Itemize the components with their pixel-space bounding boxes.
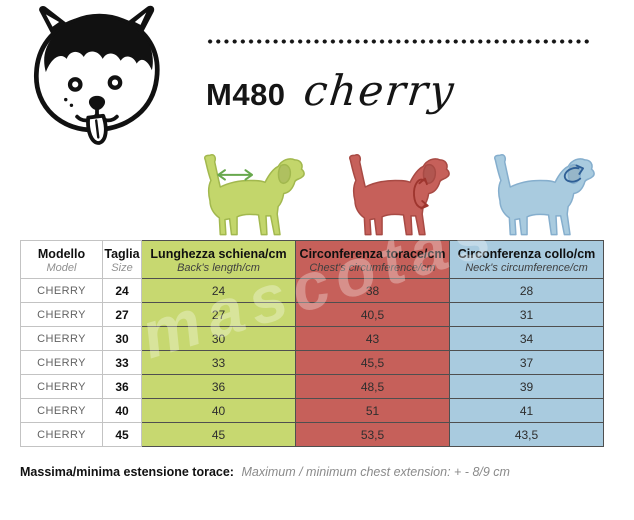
table-row: CHERRY 24 24 38 28	[20, 278, 604, 303]
cell-neck-circumference: 39	[449, 374, 604, 399]
forehead-mask	[44, 17, 153, 73]
chest-circumference-arrow-icon	[413, 177, 429, 210]
cell-model: CHERRY	[20, 278, 103, 303]
cell-model: CHERRY	[20, 374, 103, 399]
table-row: CHERRY 27 27 40,5 31	[20, 302, 604, 327]
size-table-body: CHERRY 24 24 38 28 CHERRY 27 27 40,5 31 …	[20, 278, 604, 447]
cell-chest-circumference: 43	[295, 326, 450, 351]
cell-model: CHERRY	[20, 350, 103, 375]
cell-chest-circumference: 38	[295, 278, 450, 303]
measurement-legend	[0, 148, 634, 240]
tongue-icon	[86, 113, 108, 145]
cell-size: 33	[102, 350, 142, 375]
cell-size: 40	[102, 398, 142, 423]
cell-chest-circumference: 51	[295, 398, 450, 423]
table-row: CHERRY 30 30 43 34	[20, 326, 604, 351]
neck-circumference-dog-icon	[493, 154, 595, 236]
cell-back-length: 45	[141, 422, 296, 447]
cell-size: 30	[102, 326, 142, 351]
page-title: M480 cherry	[206, 66, 458, 115]
cell-size: 27	[102, 302, 142, 327]
cell-chest-circumference: 53,5	[295, 422, 450, 447]
table-row: CHERRY 40 40 51 41	[20, 398, 604, 423]
cell-back-length: 36	[141, 374, 296, 399]
header-chest-circumference: Circonferenza torace/cm Chest's circumfe…	[295, 240, 450, 279]
neck-circumference-arrow-icon	[563, 164, 584, 183]
table-row: CHERRY 45 45 53,5 43,5	[20, 422, 604, 447]
chest-circumference-dog-icon	[348, 154, 450, 236]
cell-neck-circumference: 28	[449, 278, 604, 303]
cell-model: CHERRY	[20, 302, 103, 327]
cell-back-length: 27	[141, 302, 296, 327]
chest-extension-note: Massima/minima estensione torace: Maximu…	[20, 465, 510, 479]
model-name: cherry	[301, 66, 458, 115]
size-table-wrap: Modello Model Taglia Size Lunghezza schi…	[20, 194, 604, 447]
dotted-divider	[206, 39, 592, 44]
header-model: Modello Model	[20, 240, 103, 279]
cell-size: 24	[102, 278, 142, 303]
cell-back-length: 24	[141, 278, 296, 303]
cell-model: CHERRY	[20, 398, 103, 423]
table-row: CHERRY 33 33 45,5 37	[20, 350, 604, 375]
cell-neck-circumference: 43,5	[449, 422, 604, 447]
header-size: Taglia Size	[102, 240, 142, 279]
cell-model: CHERRY	[20, 422, 103, 447]
header-neck-circumference: Circonferenza collo/cm Neck's circumfere…	[449, 240, 604, 279]
model-code: M480	[206, 77, 286, 112]
cell-back-length: 30	[141, 326, 296, 351]
cell-neck-circumference: 41	[449, 398, 604, 423]
cell-back-length: 40	[141, 398, 296, 423]
cell-chest-circumference: 45,5	[295, 350, 450, 375]
note-english: Maximum / minimum chest extension: + - 8…	[241, 464, 510, 479]
cell-size: 36	[102, 374, 142, 399]
cell-neck-circumference: 31	[449, 302, 604, 327]
note-italian: Massima/minima estensione torace:	[20, 464, 234, 479]
cell-neck-circumference: 37	[449, 350, 604, 375]
cell-model: CHERRY	[20, 326, 103, 351]
cell-neck-circumference: 34	[449, 326, 604, 351]
header-back-length: Lunghezza schiena/cm Back's length/cm	[141, 240, 296, 279]
cell-chest-circumference: 40,5	[295, 302, 450, 327]
nose-icon	[88, 95, 106, 111]
table-row: CHERRY 36 36 48,5 39	[20, 374, 604, 399]
dog-face-illustration	[34, 5, 160, 145]
cell-back-length: 33	[141, 350, 296, 375]
cell-size: 45	[102, 422, 142, 447]
table-header-row: Modello Model Taglia Size Lunghezza schi…	[20, 240, 604, 279]
left-eye-icon	[67, 77, 83, 92]
cell-chest-circumference: 48,5	[295, 374, 450, 399]
size-table: Modello Model Taglia Size Lunghezza schi…	[20, 240, 604, 447]
right-eye-icon	[107, 75, 123, 90]
back-length-dog-icon	[203, 154, 305, 236]
back-length-arrow-icon	[217, 169, 254, 181]
